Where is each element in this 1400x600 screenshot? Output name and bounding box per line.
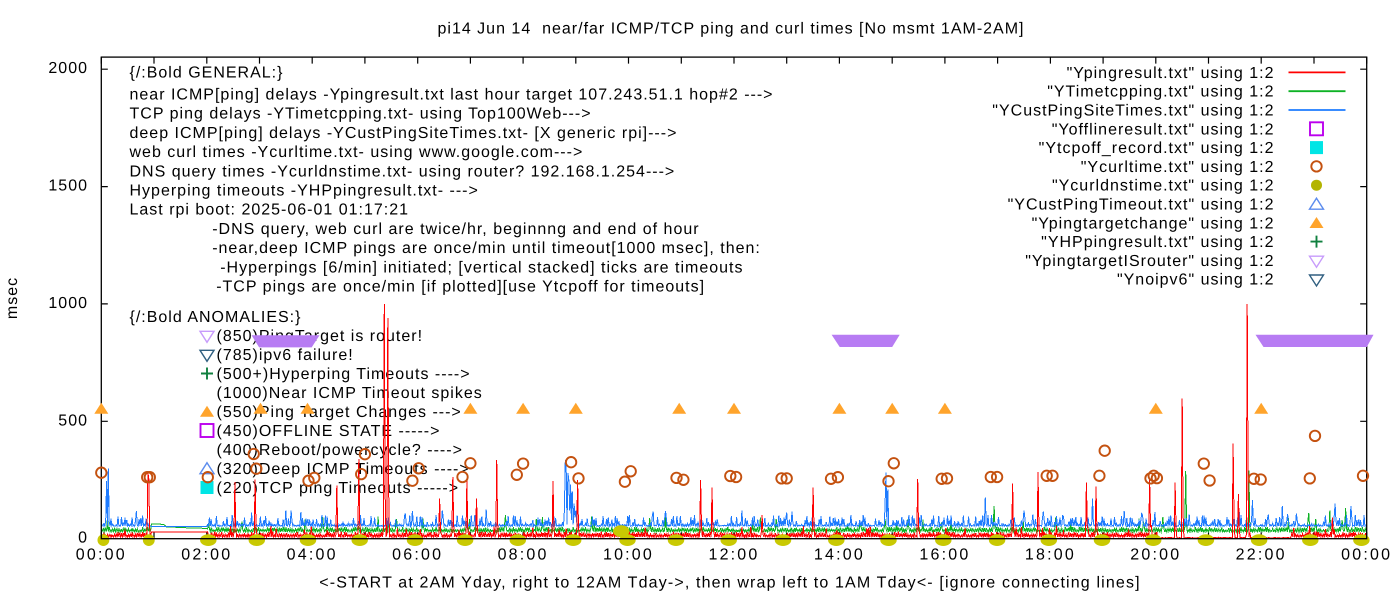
svg-text:near ICMP[ping] delays -Ypingr: near ICMP[ping] delays -Ypingresult.txt … [130,87,774,104]
svg-text:(320)Deep ICMP Timeouts ---->: (320)Deep ICMP Timeouts ----> [217,461,470,478]
svg-text:pi14 Jun 14 near/far ICMP/TCP: pi14 Jun 14 near/far ICMP/TCP ping and c… [437,21,1024,38]
svg-text:(550)Ping Target Changes --->: (550)Ping Target Changes ---> [217,404,462,421]
svg-text:TCP ping delays -YTimetcpping.: TCP ping delays -YTimetcpping.txt- using… [130,106,592,123]
svg-text:500: 500 [58,412,88,429]
svg-text:(450)OFFLINE STATE ----->: (450)OFFLINE STATE -----> [217,423,441,440]
svg-text:(220)TCP ping Timeouts ----->: (220)TCP ping Timeouts -----> [217,480,460,497]
svg-text:"Ycurldnstime.txt" using 1:2: "Ycurldnstime.txt" using 1:2 [1052,178,1275,195]
svg-text:DNS query times -Ycurldnstime.: DNS query times -Ycurldnstime.txt- using… [130,163,676,180]
svg-text:"YTimetcpping.txt" using 1:2: "YTimetcpping.txt" using 1:2 [1047,84,1274,101]
svg-text:"YHPpingresult.txt" using 1:2: "YHPpingresult.txt" using 1:2 [1041,234,1274,251]
svg-text:web curl times -Ycurltime.txt-: web curl times -Ycurltime.txt- using www… [129,144,584,161]
svg-text:08:00: 08:00 [498,547,549,564]
svg-text:16:00: 16:00 [919,547,970,564]
svg-text:"Ypingtargetchange" using 1:2: "Ypingtargetchange" using 1:2 [1032,215,1275,232]
svg-text:12:00: 12:00 [708,547,759,564]
svg-text:<-START at 2AM Yday, right to: <-START at 2AM Yday, right to 12AM Tday-… [319,575,1140,592]
svg-text:"YCustPingSiteTimes.txt" using: "YCustPingSiteTimes.txt" using 1:2 [992,103,1274,120]
svg-text:10:00: 10:00 [603,547,654,564]
svg-text:1500: 1500 [48,178,88,195]
svg-text:(850)PingTarget is router!: (850)PingTarget is router! [217,328,424,345]
svg-text:Hyperping timeouts -YHPpingres: Hyperping timeouts -YHPpingresult.txt- -… [130,183,479,200]
svg-text:msec: msec [4,277,21,319]
svg-text:2000: 2000 [48,60,88,77]
svg-text:"Ynoipv6" using 1:2: "Ynoipv6" using 1:2 [1117,272,1275,289]
svg-text:0: 0 [78,530,88,547]
svg-text:18:00: 18:00 [1025,547,1076,564]
svg-text:Last rpi boot: 2025-06-01 01:1: Last rpi boot: 2025-06-01 01:17:21 [130,202,410,219]
svg-text:"Ypingresult.txt" using 1:2: "Ypingresult.txt" using 1:2 [1067,65,1275,82]
svg-text:-Hyperpings [6/min] initiated;: -Hyperpings [6/min] initiated; [vertical… [220,259,743,276]
svg-text:04:00: 04:00 [287,547,338,564]
svg-text:(1000)Near ICMP Timeout spikes: (1000)Near ICMP Timeout spikes [217,385,483,402]
svg-text:00:00: 00:00 [1341,547,1392,564]
svg-text:02:00: 02:00 [181,547,232,564]
svg-text:"Yofflineresult.txt" using 1:2: "Yofflineresult.txt" using 1:2 [1052,121,1275,138]
svg-text:"Ycurltime.txt" using 1:2: "Ycurltime.txt" using 1:2 [1081,159,1275,176]
svg-text:deep ICMP[ping] delays -YCustP: deep ICMP[ping] delays -YCustPingSiteTim… [130,125,678,142]
svg-text:1000: 1000 [48,295,88,312]
svg-text:22:00: 22:00 [1236,547,1287,564]
svg-text:06:00: 06:00 [392,547,443,564]
svg-text:-DNS query, web curl are twice: -DNS query, web curl are twice/hr, begin… [212,221,699,238]
svg-text:20:00: 20:00 [1130,547,1181,564]
svg-text:"Ytcpoff_record.txt" using 1:2: "Ytcpoff_record.txt" using 1:2 [1039,140,1275,157]
svg-text:"YpingtargetISrouter" using 1:: "YpingtargetISrouter" using 1:2 [1025,253,1274,270]
svg-text:-TCP pings are once/min [if pl: -TCP pings are once/min [if plotted][use… [216,279,705,296]
svg-text:-near,deep ICMP pings are once: -near,deep ICMP pings are once/min until… [212,240,761,257]
svg-text:00:00: 00:00 [76,547,127,564]
svg-text:{/:Bold GENERAL:}: {/:Bold GENERAL:} [130,65,284,82]
svg-text:(785)ipv6 failure!: (785)ipv6 failure! [217,347,354,364]
svg-text:14:00: 14:00 [814,547,865,564]
svg-text:{/:Bold ANOMALIES:}: {/:Bold ANOMALIES:} [130,309,302,326]
svg-text:(500+)Hyperping Timeouts ---->: (500+)Hyperping Timeouts ----> [217,366,471,383]
svg-text:(400)Reboot/powercycle? ---->: (400)Reboot/powercycle? ----> [217,442,463,459]
svg-text:"YCustPingTimeout.txt" using 1: "YCustPingTimeout.txt" using 1:2 [1008,197,1275,214]
